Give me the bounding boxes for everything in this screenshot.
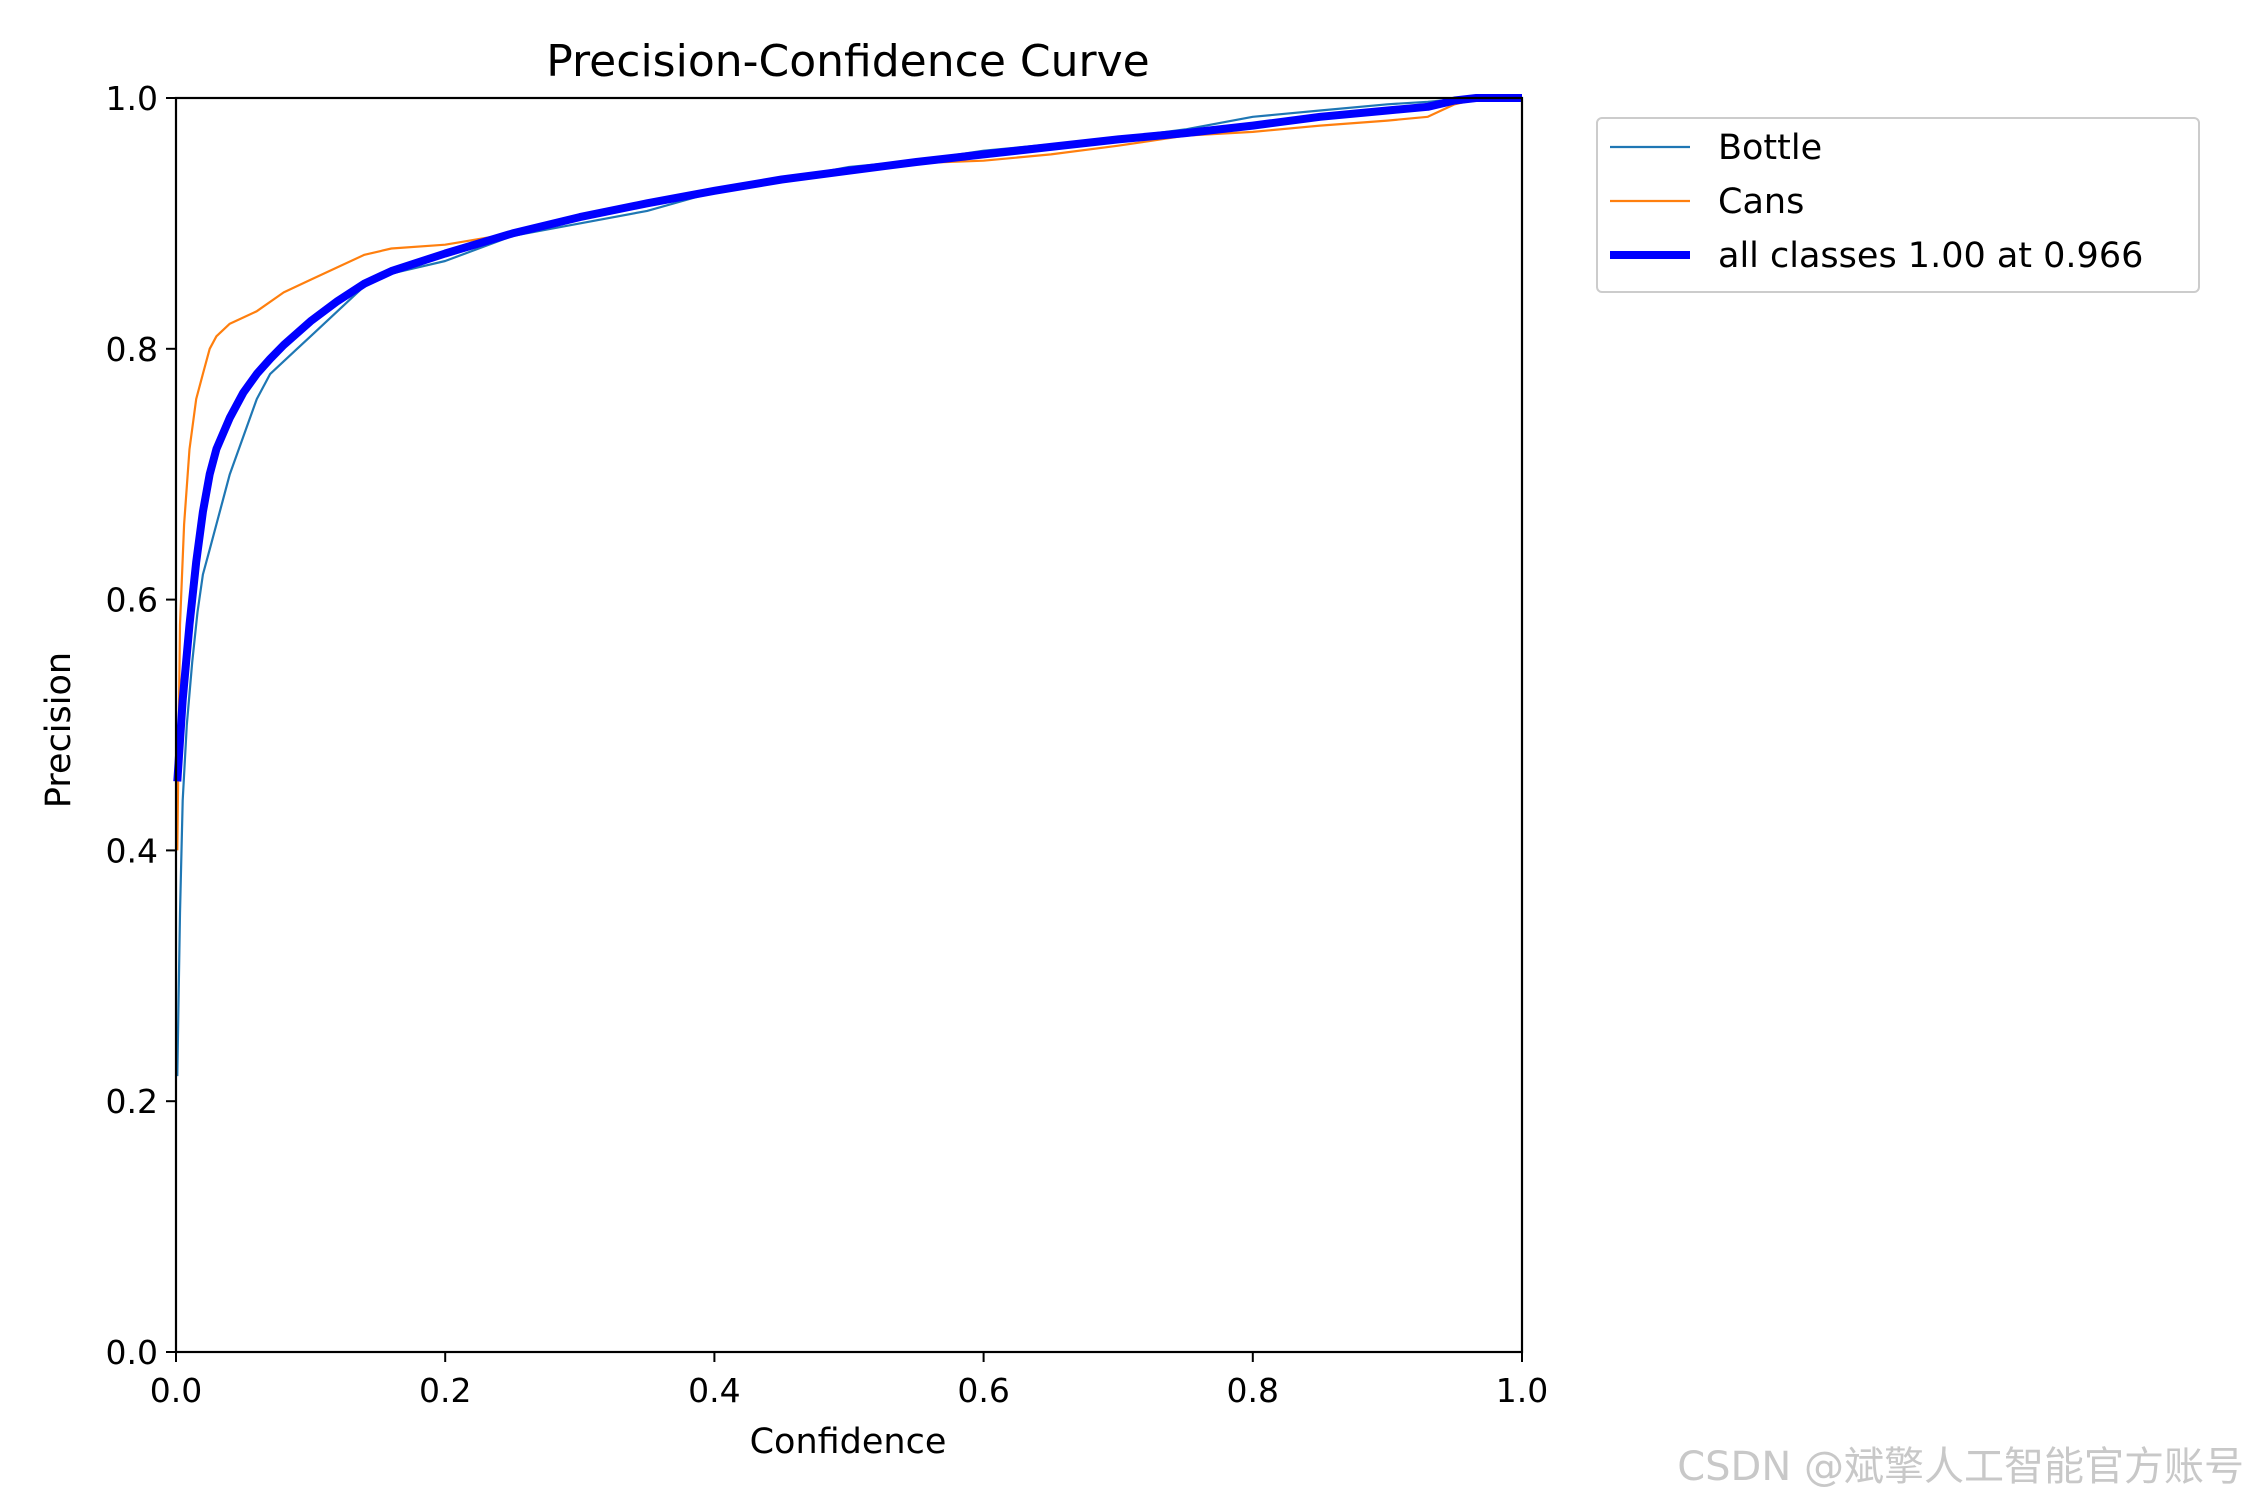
y-tick-label: 0.0 xyxy=(106,1333,158,1372)
x-tick-label: 0.4 xyxy=(688,1371,740,1410)
legend-item-bottle: Bottle xyxy=(1610,128,1822,168)
legend-item-all-classes: all classes 1.00 at 0.966 xyxy=(1610,236,2143,276)
chart-title: Precision-Confidence Curve xyxy=(546,36,1149,87)
x-axis-label: Confidence xyxy=(750,1422,947,1462)
legend-label: all classes 1.00 at 0.966 xyxy=(1718,236,2143,276)
x-tick-label: 1.0 xyxy=(1496,1371,1548,1410)
y-tick-label: 0.8 xyxy=(106,330,158,369)
watermark-text: CSDN @斌擎人工智能官方账号 xyxy=(1677,1444,2244,1490)
legend-frame xyxy=(1596,117,2200,293)
x-axis-ticks: 0.0 0.2 0.4 0.6 0.8 1.0 xyxy=(150,1352,1548,1410)
plot-area xyxy=(173,94,1524,1354)
legend-item-cans: Cans xyxy=(1610,182,1804,222)
x-tick-label: 0.6 xyxy=(957,1371,1009,1410)
y-tick-label: 0.4 xyxy=(106,831,158,870)
series-line-bottle xyxy=(176,96,1522,1077)
x-tick-label: 0.8 xyxy=(1227,1371,1279,1410)
y-axis-label: Precision xyxy=(39,652,79,808)
y-tick-label: 1.0 xyxy=(106,79,158,118)
series-line-all-classes xyxy=(173,94,1522,782)
series-line-cans xyxy=(176,96,1522,851)
legend-label: Bottle xyxy=(1718,128,1822,168)
legend-label: Cans xyxy=(1718,182,1804,222)
legend: Bottle Cans all classes 1.00 at 0.966 xyxy=(1596,117,2200,293)
y-axis-ticks: 0.0 0.2 0.4 0.6 0.8 1.0 xyxy=(106,79,176,1372)
y-tick-label: 0.2 xyxy=(106,1082,158,1121)
plot-frame xyxy=(174,96,1524,1354)
x-tick-label: 0.0 xyxy=(150,1371,202,1410)
y-tick-label: 0.6 xyxy=(106,581,158,620)
x-tick-label: 0.2 xyxy=(419,1371,471,1410)
